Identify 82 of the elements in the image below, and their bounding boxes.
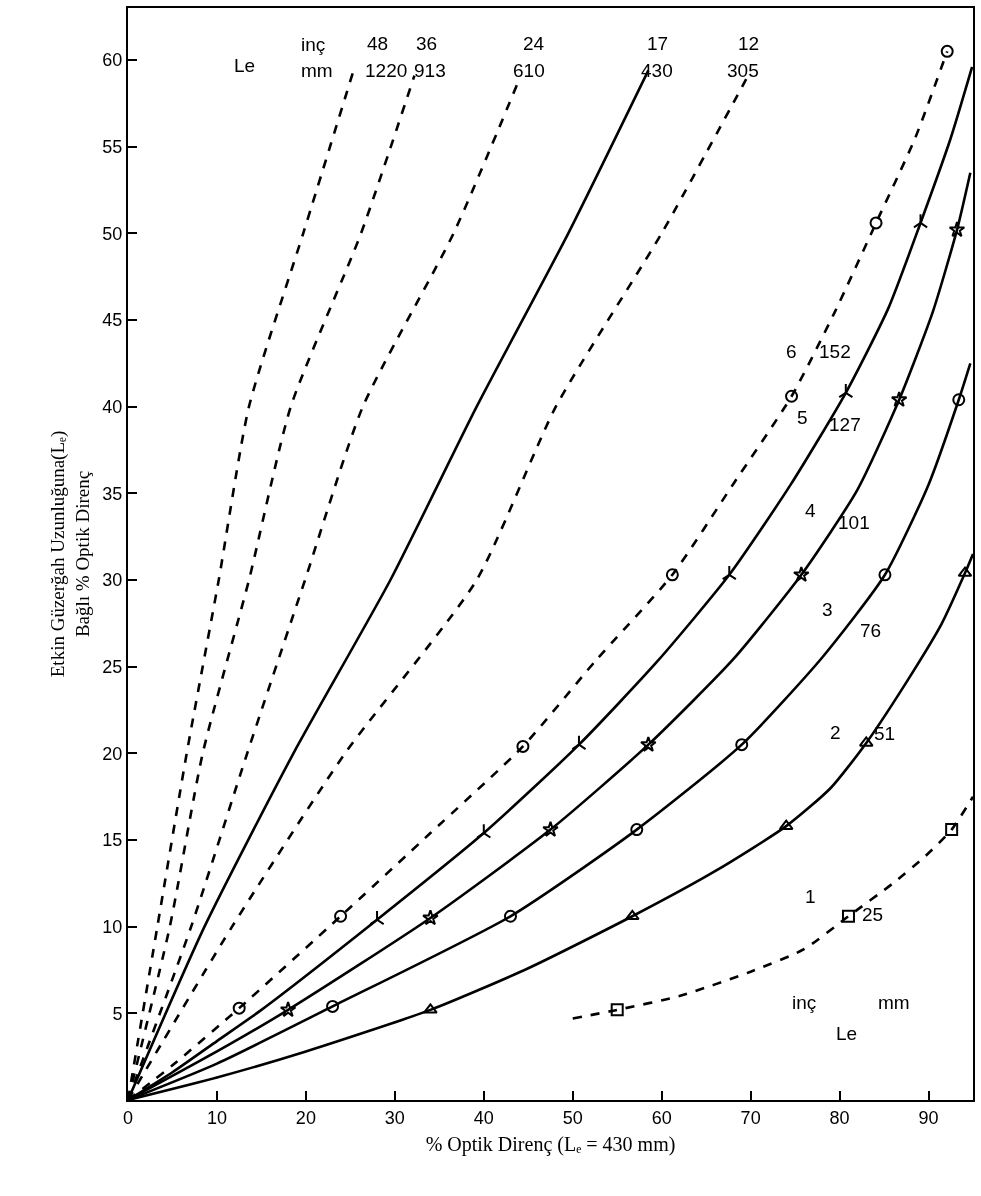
point bbox=[610, 1003, 624, 1017]
point bbox=[571, 734, 587, 751]
point bbox=[793, 566, 810, 583]
y-tick-label: 10 bbox=[102, 916, 123, 937]
annotation: 913 bbox=[414, 60, 446, 81]
annotation: 5 bbox=[797, 407, 808, 428]
point bbox=[516, 739, 530, 753]
y-tick-label: 30 bbox=[102, 570, 123, 591]
y-tick-label: 50 bbox=[102, 223, 123, 244]
point bbox=[735, 738, 749, 752]
x-tick-label: 10 bbox=[206, 1107, 227, 1128]
annotation: 12 bbox=[738, 33, 760, 54]
y-tick-label: 55 bbox=[102, 136, 123, 157]
annotation: 25 bbox=[862, 904, 884, 925]
annotation: mm bbox=[878, 992, 910, 1013]
y-tick-label: 60 bbox=[102, 50, 123, 71]
annotation: 430 bbox=[641, 60, 673, 81]
x-tick-label: 20 bbox=[295, 1107, 316, 1128]
y-tick-label: 40 bbox=[102, 396, 123, 417]
point bbox=[890, 391, 908, 407]
point bbox=[503, 909, 517, 923]
point bbox=[785, 389, 799, 403]
point bbox=[640, 735, 657, 752]
annotation: 76 bbox=[860, 620, 882, 641]
annotation: 36 bbox=[416, 33, 438, 54]
point bbox=[369, 909, 385, 926]
x-tick-label: 70 bbox=[740, 1107, 761, 1128]
annotation: 17 bbox=[647, 33, 669, 54]
annotation: 4 bbox=[805, 500, 816, 521]
point bbox=[952, 393, 966, 407]
annotation: 1 bbox=[805, 886, 816, 907]
point bbox=[838, 383, 854, 399]
x-tick-label: 50 bbox=[562, 1107, 583, 1128]
annotation: 48 bbox=[367, 33, 389, 54]
y-tick-label: 20 bbox=[102, 743, 123, 764]
annotation: 3 bbox=[822, 599, 833, 620]
point bbox=[630, 823, 644, 837]
annotation: 2 bbox=[830, 722, 841, 743]
point bbox=[940, 44, 954, 58]
point bbox=[945, 823, 959, 837]
point bbox=[232, 1001, 246, 1015]
annotation: inç bbox=[792, 992, 817, 1013]
point bbox=[841, 909, 855, 923]
annotation: Le bbox=[836, 1023, 858, 1044]
x-tick-label: 30 bbox=[384, 1107, 405, 1128]
annotation: 6 bbox=[786, 341, 797, 362]
point bbox=[869, 216, 883, 230]
x-tick-label: 90 bbox=[918, 1107, 939, 1128]
annotation: inç bbox=[301, 34, 326, 55]
y-tick-label: 15 bbox=[102, 830, 123, 851]
annotation: mm bbox=[301, 60, 333, 81]
annotation: 1220 bbox=[365, 60, 408, 81]
point bbox=[721, 565, 737, 581]
x-tick-label: 80 bbox=[829, 1107, 850, 1128]
y-tick-label: 35 bbox=[102, 483, 123, 504]
y-axis-title: Etkin Güzerğah Uzunluğuna(Lₑ) Bağlı % Optik Direnç bbox=[47, 430, 93, 678]
point bbox=[878, 568, 892, 582]
x-tick-label: 40 bbox=[473, 1107, 494, 1128]
point bbox=[326, 999, 340, 1013]
annotation: 152 bbox=[819, 341, 851, 362]
annotation: 24 bbox=[523, 33, 545, 54]
point bbox=[422, 909, 439, 926]
annotation: 610 bbox=[513, 60, 545, 81]
point bbox=[912, 213, 929, 229]
y-tick-label: 25 bbox=[102, 656, 123, 677]
x-tick-label: 0 bbox=[122, 1107, 134, 1128]
point bbox=[476, 823, 492, 839]
annotation: 101 bbox=[838, 512, 870, 533]
point bbox=[624, 909, 640, 921]
y-tick-label: 5 bbox=[112, 1003, 123, 1024]
annotation: Le bbox=[234, 55, 256, 76]
point bbox=[665, 568, 679, 582]
annotation: 127 bbox=[829, 414, 861, 435]
annotation: 305 bbox=[727, 60, 759, 81]
x-tick-label: 60 bbox=[651, 1107, 672, 1128]
point bbox=[334, 909, 348, 923]
point bbox=[542, 820, 559, 837]
point bbox=[948, 221, 966, 238]
point bbox=[423, 1003, 438, 1014]
point bbox=[279, 1001, 297, 1018]
y-tick-label: 45 bbox=[102, 310, 123, 331]
x-axis-title: % Optik Direnç (Lₑ = 430 mm) bbox=[425, 1132, 676, 1156]
